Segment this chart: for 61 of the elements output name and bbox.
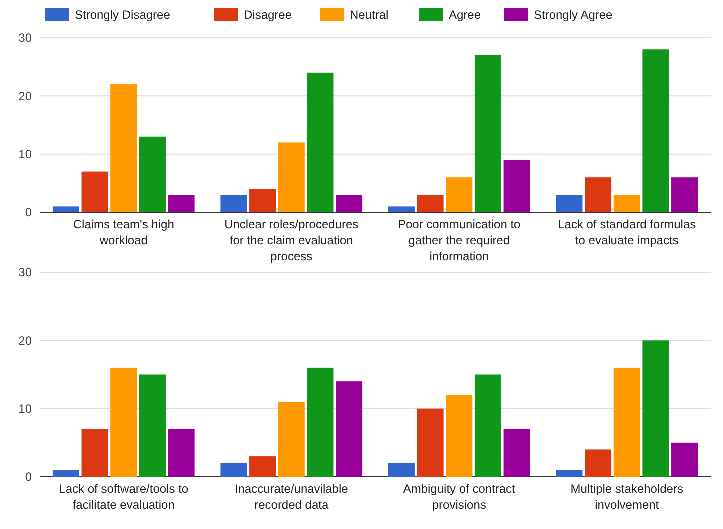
bar xyxy=(446,395,473,477)
bar xyxy=(388,463,415,477)
y-tick-label: 0 xyxy=(25,206,32,220)
bar xyxy=(614,195,640,212)
bar xyxy=(307,72,334,212)
y-tick-label: 0 xyxy=(25,470,32,484)
x-tick-label: Lack of standard formulas to evaluate impacts xyxy=(558,218,696,248)
x-tick-label: Lack of software/tools to facilitate evaluation xyxy=(59,482,189,512)
y-tick-label: 30 xyxy=(18,31,32,46)
bar xyxy=(278,402,305,477)
bar xyxy=(474,374,502,477)
bar xyxy=(82,429,108,477)
x-tick-label: Poor communication to gather the required information xyxy=(398,218,522,264)
bar xyxy=(672,178,698,212)
x-tick-label: Unclear roles/procedures for the claim evaluation process xyxy=(224,218,359,264)
bar xyxy=(672,442,698,477)
x-tick-label: Claims team's high workload xyxy=(73,218,174,248)
bar xyxy=(110,368,138,477)
bar xyxy=(139,136,166,212)
y-tick-label: 20 xyxy=(18,89,32,104)
bar xyxy=(168,195,195,212)
bar xyxy=(250,189,276,212)
bar xyxy=(336,195,363,212)
bar xyxy=(417,408,444,477)
bar xyxy=(504,160,530,212)
bar xyxy=(556,470,583,477)
bar xyxy=(52,206,80,212)
bar xyxy=(614,368,640,477)
bar xyxy=(585,450,612,477)
bar xyxy=(642,50,670,212)
y-tick-label: 10 xyxy=(18,402,32,416)
bar xyxy=(220,463,248,477)
bar xyxy=(307,368,334,477)
bar xyxy=(585,178,612,212)
legend-label: Strongly Disagree xyxy=(75,8,171,22)
bar xyxy=(278,142,305,212)
y-tick-label: 30 xyxy=(18,266,32,280)
bar xyxy=(336,382,363,477)
bar xyxy=(504,429,530,477)
legend-label: Neutral xyxy=(350,8,389,22)
bar xyxy=(52,470,80,477)
x-tick-label: Ambiguity of contract provisions xyxy=(403,482,516,512)
bar xyxy=(388,206,415,212)
bar xyxy=(446,178,473,212)
x-tick-label: Inaccurate/unavilable recorded data xyxy=(234,482,349,512)
bar xyxy=(250,456,276,477)
legend-label: Agree xyxy=(449,8,482,22)
bar xyxy=(642,340,670,477)
x-tick-label: Multiple stakeholders involvement xyxy=(570,482,684,512)
y-tick-label: 10 xyxy=(18,148,32,162)
bar xyxy=(417,195,444,212)
legend-label: Strongly Agree xyxy=(534,8,614,22)
bar xyxy=(82,172,108,212)
bar xyxy=(556,195,583,212)
y-tick-label: 20 xyxy=(18,334,32,348)
bar xyxy=(139,374,166,477)
bar xyxy=(168,429,195,477)
bar xyxy=(220,195,248,212)
bar xyxy=(474,55,502,212)
bar xyxy=(110,84,138,212)
legend-label: Disagree xyxy=(244,8,292,22)
